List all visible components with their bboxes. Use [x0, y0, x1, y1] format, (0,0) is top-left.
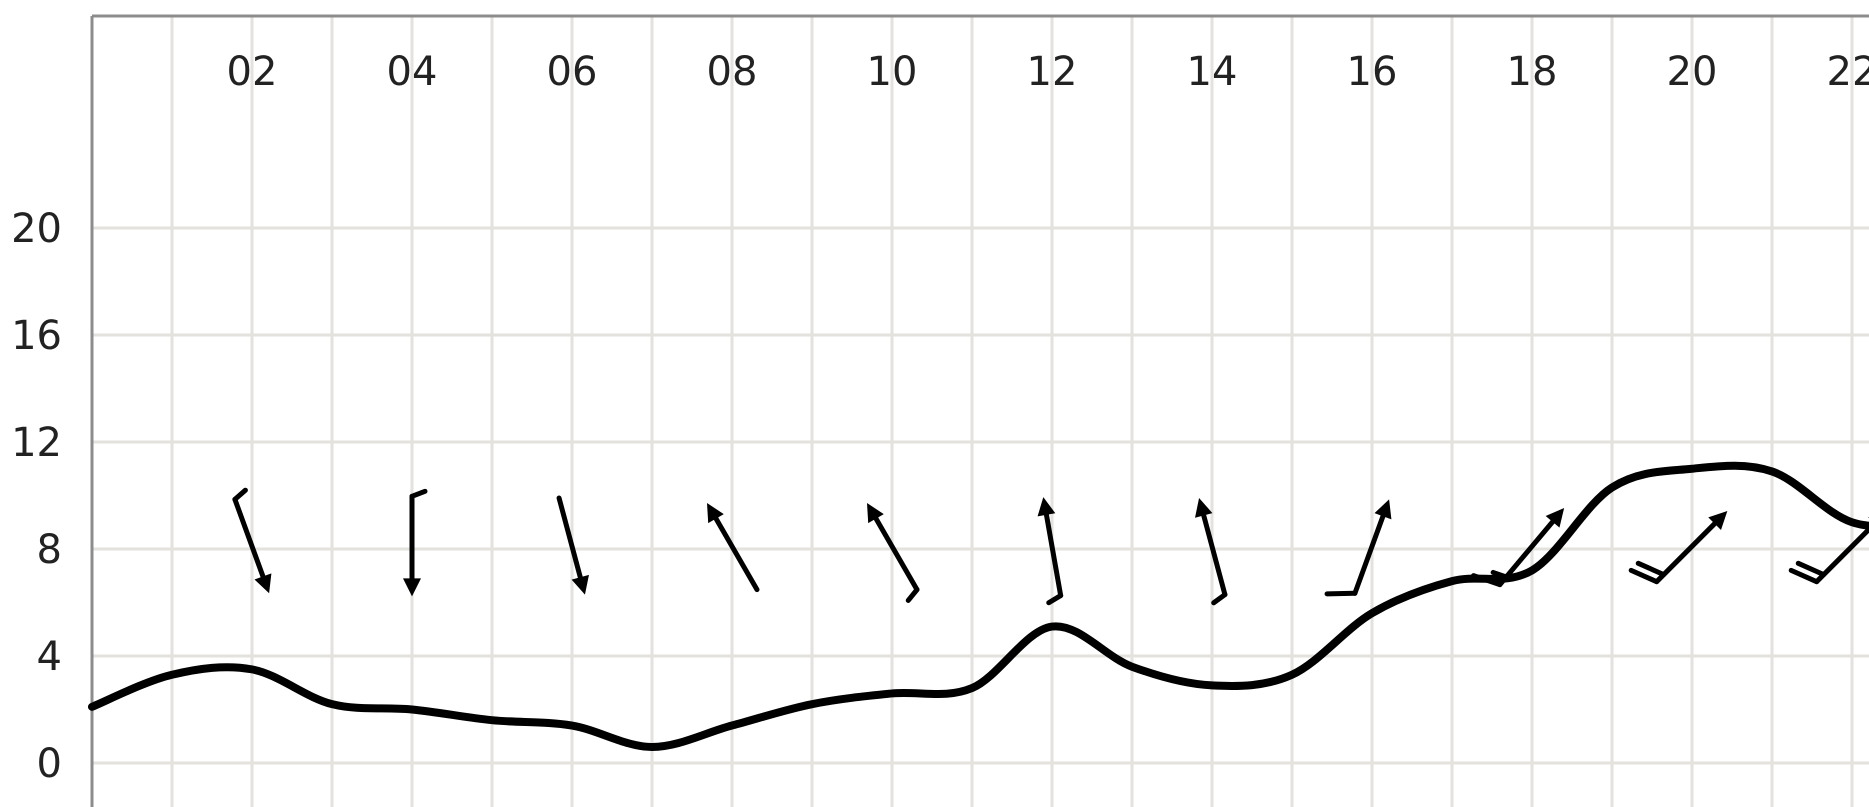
- wind-barb-feather-full: [1788, 567, 1820, 585]
- wind-barb: [403, 488, 428, 597]
- x-tick-label: 20: [1667, 49, 1718, 95]
- y-tick-label: 0: [37, 741, 62, 787]
- axes: [90, 14, 1869, 807]
- x-tick-label: 22: [1827, 49, 1869, 95]
- wind-barb: [556, 495, 589, 595]
- wind-barb-shaft: [1814, 516, 1869, 585]
- wind-barb-shaft: [556, 495, 585, 586]
- wind-barb-arrowhead: [571, 574, 589, 595]
- wind-barb-feather-half: [1211, 592, 1228, 606]
- wind-barb-feather-full: [1628, 567, 1660, 585]
- x-tick-labels: 02 04 06 08 10 12 14 16 18 20 22: [227, 49, 1869, 95]
- y-tick-label: 12: [11, 420, 62, 466]
- wind-barb: [1195, 498, 1228, 606]
- wind-barb-arrowhead: [1195, 498, 1213, 518]
- x-tick-label: 02: [227, 49, 278, 95]
- wind-barb-arrowhead: [1545, 508, 1565, 528]
- wind-barb-feather-full: [1635, 560, 1667, 578]
- y-tick-label: 4: [37, 634, 62, 680]
- wind-barb: [1628, 510, 1728, 585]
- x-tick-label: 04: [387, 49, 438, 95]
- wind-barb: [1037, 497, 1064, 606]
- x-tick-label: 06: [547, 49, 598, 95]
- wind-barb-shaft: [1352, 508, 1388, 596]
- series-lines: [88, 461, 1869, 751]
- wind-barb: [1788, 510, 1869, 585]
- wind-barb-shaft: [710, 510, 760, 593]
- wind-barb-arrowhead: [254, 573, 272, 594]
- wind-barb-arrowhead: [707, 503, 724, 524]
- wind-barb-feather-half: [409, 488, 428, 499]
- wind-barb-feather-full: [1324, 590, 1358, 597]
- wind-barb-arrowhead: [1374, 499, 1392, 520]
- wind-barb-feather-full: [1795, 560, 1827, 578]
- x-tick-label: 14: [1187, 49, 1238, 95]
- wind-barb: [232, 487, 272, 594]
- wind-barb-shaft: [1199, 507, 1228, 598]
- wind-barb-shaft: [870, 510, 920, 593]
- wind-barb-shaft: [1042, 506, 1064, 599]
- grid: [92, 16, 1869, 807]
- wind-barb-arrowhead: [867, 503, 884, 524]
- wind-barb: [867, 503, 920, 603]
- wind-barb-arrowhead: [1037, 497, 1056, 517]
- wind-barb-feather-full: [1471, 573, 1503, 588]
- x-tick-label: 12: [1027, 49, 1078, 95]
- wind-barb-feather-half: [1490, 569, 1509, 580]
- wind-barb-feather-half: [232, 487, 248, 502]
- wind-barb-arrowhead: [403, 578, 421, 597]
- wind-barb: [1324, 499, 1392, 597]
- x-tick-label: 08: [707, 49, 758, 95]
- x-tick-label: 10: [867, 49, 918, 95]
- wind-barb-feather-half: [905, 587, 920, 603]
- y-tick-label: 8: [37, 527, 62, 573]
- wind-barb-shaft: [1654, 516, 1722, 585]
- x-tick-label: 18: [1507, 49, 1558, 95]
- wind-barb-shaft: [232, 496, 268, 585]
- wind-barb-feather-half: [1046, 593, 1064, 606]
- wind-barbs: [232, 487, 1869, 606]
- y-tick-label: 16: [11, 313, 62, 359]
- y-tick-labels: 0 4 8 12 16 20: [11, 206, 62, 787]
- wind-barb-shaft: [1497, 514, 1559, 588]
- y-tick-label: 20: [11, 206, 62, 252]
- x-tick-label: 16: [1347, 49, 1398, 95]
- wind-barb: [707, 503, 760, 593]
- wind-barb: [1471, 508, 1565, 588]
- series-line: [88, 461, 1869, 751]
